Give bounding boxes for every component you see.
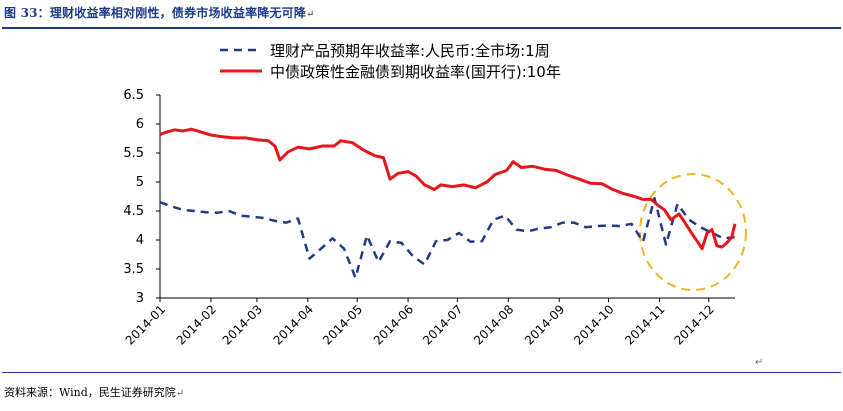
y-tick-label: 6.5 bbox=[123, 88, 144, 103]
x-tick-label: 2014-11 bbox=[622, 302, 667, 347]
chart-title: 图 33：理财收益率相对刚性，债券市场收益率降无可降↵ bbox=[4, 4, 315, 21]
series-line-cdb-bond-yield bbox=[159, 127, 737, 251]
x-tick-label: 2014-04 bbox=[271, 302, 316, 347]
legend: 理财产品预期年收益率:人民币:全市场:1周中债政策性金融债到期收益率(国开行):… bbox=[220, 42, 561, 81]
return-mark: ↵ bbox=[306, 9, 315, 20]
source-note: 资料来源：Wind，民生证券研究院↵ bbox=[4, 384, 184, 400]
x-tick-label: 2014-02 bbox=[174, 302, 219, 347]
source-text: 资料来源：Wind，民生证券研究院 bbox=[4, 386, 176, 399]
x-tick-label: 2014-07 bbox=[420, 302, 465, 347]
x-tick-label: 2014-09 bbox=[522, 302, 567, 347]
y-tick-label: 5.5 bbox=[123, 146, 144, 161]
x-tick-label: 2014-12 bbox=[671, 302, 716, 347]
highlight-circle bbox=[639, 173, 747, 291]
x-tick-label: 2014-10 bbox=[571, 302, 616, 347]
x-tick-label: 2014-03 bbox=[220, 302, 265, 347]
y-tick-label: 3 bbox=[136, 291, 144, 306]
series-layer bbox=[159, 127, 737, 279]
legend-label: 中债政策性金融债到期收益率(国开行):10年 bbox=[270, 63, 561, 81]
title-rule bbox=[2, 27, 841, 29]
x-tick-label: 2014-05 bbox=[320, 302, 365, 347]
x-tick-label: 2014-01 bbox=[123, 302, 168, 347]
chart-title-text: 图 33：理财收益率相对刚性，债券市场收益率降无可降 bbox=[4, 6, 307, 20]
x-tick-label: 2014-06 bbox=[371, 302, 416, 347]
return-mark: ↵ bbox=[755, 357, 764, 368]
y-tick-label: 4.5 bbox=[123, 204, 144, 219]
series-line-wmp-yield bbox=[159, 196, 736, 279]
return-mark: ↵ bbox=[175, 388, 185, 399]
y-tick-label: 6 bbox=[136, 117, 144, 132]
y-tick-label: 3.5 bbox=[123, 262, 144, 277]
y-tick-label: 5 bbox=[136, 175, 144, 190]
y-tick-label: 4 bbox=[136, 233, 144, 248]
legend-label: 理财产品预期年收益率:人民币:全市场:1周 bbox=[270, 42, 550, 60]
highlight-layer bbox=[639, 173, 747, 291]
x-tick-label: 2014-08 bbox=[471, 302, 516, 347]
footer-rule bbox=[2, 372, 841, 373]
